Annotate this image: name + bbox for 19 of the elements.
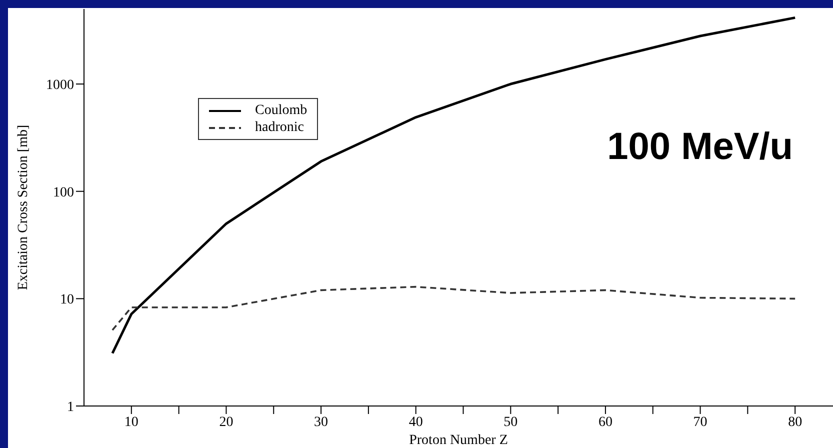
x-tick-label: 10	[124, 414, 138, 430]
x-tick-label: 70	[693, 414, 708, 430]
legend-label: Coulomb	[255, 102, 308, 119]
x-tick-label: 20	[219, 414, 234, 430]
y-tick-label: 1000	[46, 78, 74, 93]
y-tick-label: 10	[60, 292, 74, 308]
x-tick-label: 50	[504, 414, 518, 430]
x-axis-title: Proton Number Z	[409, 433, 508, 448]
line-series	[111, 16, 796, 355]
line-series	[112, 286, 796, 331]
y-tick-label: 1	[67, 400, 74, 415]
x-tick-label: 60	[598, 414, 612, 430]
y-axis-title: Excitaion Cross Section [mb]	[16, 124, 31, 290]
y-tick-label: 100	[53, 185, 74, 200]
x-tick-label: 80	[788, 414, 802, 430]
annotation: 100 MeV/u	[607, 126, 793, 169]
x-tick-label: 40	[408, 414, 423, 430]
legend-label: hadronic	[255, 119, 304, 136]
x-tick-label: 30	[314, 414, 328, 430]
